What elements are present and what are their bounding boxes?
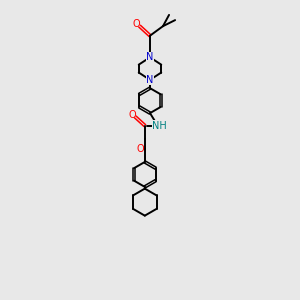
Text: O: O [128,110,136,120]
Text: O: O [136,144,144,154]
Text: N: N [146,75,154,85]
Text: NH: NH [152,121,167,130]
Text: O: O [132,20,140,29]
Text: N: N [146,52,154,62]
